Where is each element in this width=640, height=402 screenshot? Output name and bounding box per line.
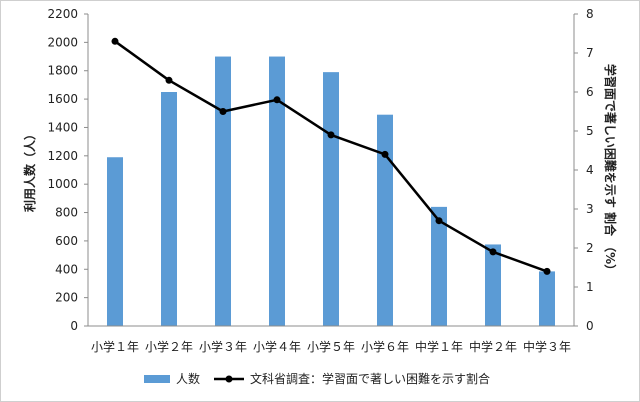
right-axis-title: 学習面で著しい困難を示す 割合 （%）	[603, 64, 618, 276]
left-axis-title: 利用人数（人）	[22, 128, 37, 212]
category-labels: 小学１年 小学２年 小学３年 小学４年 小学５年 小学６年 中学１年 中学２年 中学３年	[91, 339, 571, 354]
legend-bar-swatch	[144, 375, 170, 383]
bar-8	[485, 244, 501, 326]
right-tick-label-2: 2	[586, 241, 594, 255]
left-tick-label-5: 1000	[47, 177, 78, 191]
line-point-4	[273, 96, 281, 104]
category-label-3: 小学３年	[199, 339, 247, 354]
left-tick-labels: 0 200 400 600 800 1000 1200 1400 1600 1800 2000 220…	[47, 7, 78, 333]
left-tick-label-7: 1400	[47, 120, 78, 134]
line-point-3	[219, 108, 227, 115]
right-tick-label-1: 1	[586, 280, 594, 294]
right-tick-label-4: 4	[586, 163, 594, 177]
line-point-8	[489, 248, 497, 256]
line-point-6	[381, 150, 389, 158]
legend: 人数 文科省調査：学習面で著しい困難を示す割合	[144, 371, 490, 386]
line-series-group	[111, 37, 551, 275]
bar-6	[377, 114, 393, 326]
bar-series-group	[107, 56, 555, 327]
legend-line-marker	[225, 375, 233, 383]
left-tick-label-8: 1600	[47, 92, 78, 106]
right-tick-label-6: 6	[586, 85, 594, 99]
bar-9	[539, 271, 555, 326]
category-label-4: 小学４年	[253, 339, 301, 354]
legend-bar-label: 人数	[176, 371, 200, 386]
category-label-7: 中学１年	[415, 339, 463, 354]
right-tick-labels: 0 1 2 3 4 5 6 7 8	[586, 7, 594, 333]
left-tick-label-1: 200	[55, 291, 78, 305]
right-tick-label-5: 5	[586, 124, 594, 138]
legend-line-label: 文科省調査：学習面で著しい困難を示す割合	[250, 371, 490, 386]
line-point-7	[435, 217, 443, 225]
right-tick-label-3: 3	[586, 202, 594, 216]
line-point-1	[111, 37, 119, 45]
left-tick-label-10: 2000	[47, 35, 78, 49]
category-label-9: 中学３年	[523, 339, 571, 354]
left-tick-label-6: 1200	[47, 149, 78, 163]
category-label-8: 中学２年	[469, 339, 517, 354]
line-point-9	[543, 267, 551, 275]
right-tick-label-7: 7	[586, 46, 594, 60]
left-tick-label-4: 800	[55, 206, 78, 220]
bar-1	[107, 157, 123, 326]
bar-7	[431, 206, 447, 326]
line-point-2	[165, 76, 173, 84]
right-tick-label-0: 0	[586, 319, 594, 333]
category-label-2: 小学２年	[145, 339, 193, 354]
bar-3	[215, 56, 231, 326]
line-point-5	[327, 131, 335, 139]
bar-5	[323, 72, 339, 327]
axes-group	[84, 13, 578, 327]
category-label-5: 小学５年	[307, 339, 355, 354]
category-label-1: 小学１年	[91, 339, 139, 354]
left-tick-label-3: 600	[55, 234, 78, 248]
bar-4	[269, 56, 285, 326]
bar-2	[161, 92, 177, 326]
left-tick-label-0: 0	[70, 319, 78, 333]
left-tick-label-9: 1800	[47, 64, 78, 78]
category-label-6: 小学６年	[361, 339, 409, 354]
left-tick-label-11: 2200	[47, 7, 78, 21]
left-tick-label-2: 400	[55, 262, 78, 276]
right-tick-label-8: 8	[586, 7, 594, 21]
